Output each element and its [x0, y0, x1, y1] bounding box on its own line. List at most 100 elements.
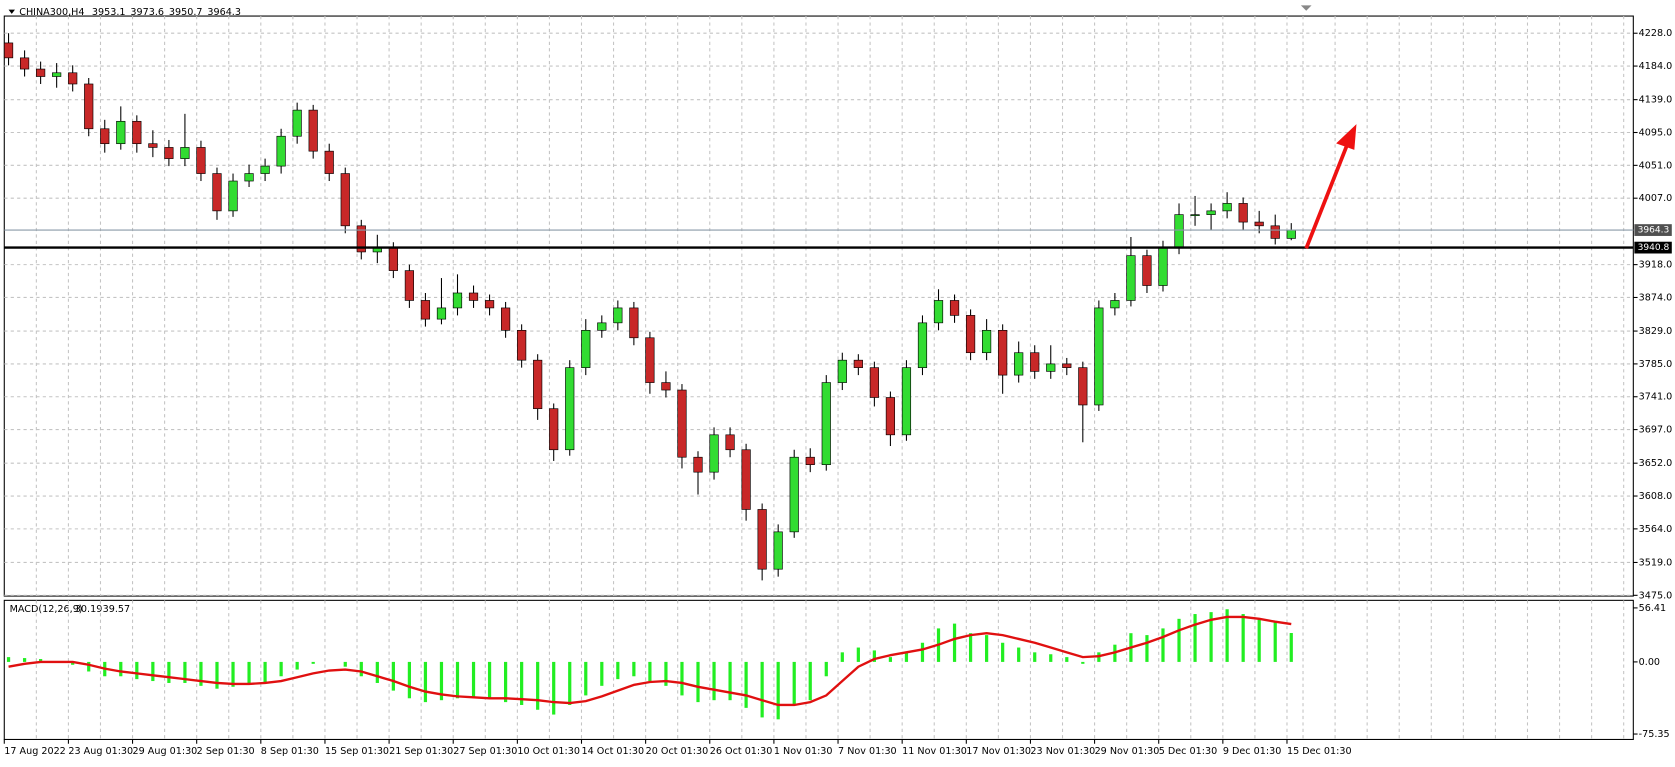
y-tick-label: 4184.0 [1639, 61, 1673, 72]
level-tag [1634, 241, 1672, 254]
macd-bar [632, 661, 636, 677]
macd-bar [1001, 642, 1005, 662]
y-tick-label: 56.41 [1639, 603, 1667, 614]
x-tick-label: 1 Nov 01:30 [774, 746, 833, 757]
macd-bar [888, 657, 893, 662]
candle-body [324, 150, 334, 174]
macd-bar [135, 661, 139, 680]
candle-body [468, 292, 479, 301]
candle-body [773, 531, 783, 570]
macd-bar [119, 661, 123, 677]
x-tick-label: 17 Aug 2022 [4, 746, 66, 757]
macd-bar [776, 661, 780, 720]
macd-bar [1193, 614, 1197, 662]
candle-body [388, 247, 398, 271]
macd-value: 30.19 [75, 604, 103, 615]
macd-bar [167, 661, 171, 683]
plot-layer: 4228.0 4184.0 4139.0 4095.0 4051.0 4007.0 3918… [3, 16, 1673, 757]
candle-body [1206, 210, 1216, 215]
candle-body [340, 173, 350, 227]
macd-bar [728, 661, 732, 701]
candle-body [1270, 225, 1280, 239]
x-tick-label: 21 Sep 01:30 [389, 746, 453, 757]
macd-bar [744, 661, 748, 708]
macd-bar [1209, 612, 1213, 662]
macd-bar [87, 661, 91, 672]
x-tick-label: 23 Nov 01:30 [1030, 746, 1095, 757]
candle-body [132, 120, 142, 145]
macd-bar [22, 658, 27, 662]
macd-bar [423, 661, 428, 703]
candle-body [436, 307, 447, 320]
macd-bar [1049, 654, 1053, 662]
x-tick-label: 15 Sep 01:30 [325, 746, 389, 757]
macd-bar [872, 650, 876, 662]
macd-bar [824, 661, 828, 677]
signal-line [8, 615, 1292, 707]
macd-bar [503, 661, 508, 703]
candle-body [982, 329, 992, 354]
candle-body [885, 397, 896, 436]
candle-body [1062, 363, 1072, 368]
macd-bar [215, 661, 219, 689]
candle-body [933, 300, 944, 324]
y-tick-label: 4007.0 [1639, 193, 1673, 204]
macd-bar [1017, 647, 1021, 662]
macd-bar [600, 661, 604, 686]
macd-bar [439, 661, 444, 701]
candle-body [757, 509, 767, 570]
macd-bar [712, 661, 716, 701]
macd-bar [199, 661, 203, 686]
macd-bar [968, 633, 973, 662]
x-tick-label: 7 Nov 01:30 [838, 746, 897, 757]
candle-body [709, 434, 719, 473]
candle-body [901, 367, 912, 436]
header-open: 3953.1 [92, 7, 126, 18]
x-tick-label: 5 Dec 01:30 [1159, 746, 1217, 757]
candle-body [260, 165, 270, 174]
candle-body [1110, 300, 1120, 309]
candle-body [100, 128, 110, 145]
candle-body [1222, 203, 1232, 212]
macd-bar [584, 661, 588, 696]
y-tick-label: 3608.0 [1639, 491, 1673, 502]
macd-bar [1241, 614, 1245, 662]
menu-arrow [8, 9, 15, 14]
symbol-title: CHINA300,H4 [19, 7, 84, 18]
price-tag-label: 3964.3 [1638, 226, 1670, 236]
candle-body [1078, 367, 1088, 406]
candle-body [19, 57, 30, 70]
x-tick-label: 26 Oct 01:30 [710, 746, 773, 757]
x-tick-label: 29 Nov 01:30 [1095, 746, 1160, 757]
macd-bar [407, 661, 412, 699]
candle-body [998, 329, 1008, 376]
candle-body [597, 322, 607, 331]
y-tick-label: 4095.0 [1639, 127, 1673, 138]
annotation-arrowhead [1336, 124, 1357, 150]
candle-body [196, 147, 206, 174]
candle-body [517, 329, 527, 361]
candle-body [36, 68, 46, 77]
macd-bar [391, 661, 395, 691]
y-tick-label: 3564.0 [1639, 524, 1673, 535]
macd-bar [520, 661, 524, 705]
candle-body [404, 270, 414, 301]
candle-body [1094, 307, 1104, 406]
macd-bar [471, 661, 476, 698]
candle-body [212, 173, 222, 212]
y-tick-label: 3785.0 [1639, 359, 1673, 370]
annotation-arrow [1304, 144, 1349, 249]
macd-bar [295, 661, 299, 670]
x-tick-label: 8 Sep 01:30 [261, 746, 319, 757]
candle-body [180, 147, 190, 159]
macd-bar [455, 661, 460, 699]
main-pane [3, 15, 1634, 597]
macd-bar [343, 661, 347, 667]
candle-body [244, 173, 254, 182]
macd-bar [920, 642, 925, 662]
macd-bar [1273, 621, 1277, 662]
candle-body [533, 359, 543, 410]
macd-bar [904, 652, 909, 662]
macd-bar [536, 661, 540, 710]
